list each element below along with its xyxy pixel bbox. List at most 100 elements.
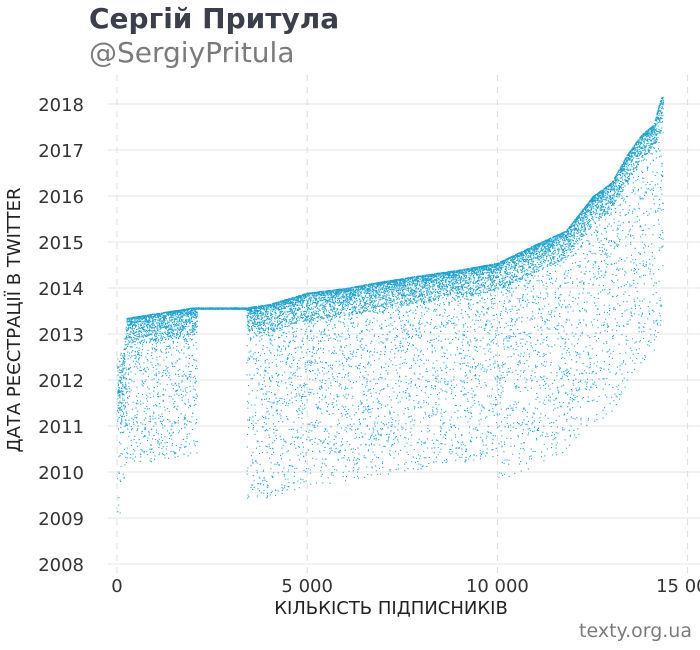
data-point: [147, 326, 149, 328]
data-point: [284, 371, 286, 373]
data-point: [308, 316, 310, 318]
data-point: [255, 310, 257, 312]
data-point: [294, 375, 296, 377]
data-point: [147, 386, 149, 388]
data-point: [282, 421, 284, 423]
data-point: [136, 334, 138, 336]
data-point: [327, 290, 329, 292]
data-point: [275, 397, 277, 399]
data-point: [190, 332, 192, 334]
data-point: [196, 348, 198, 350]
data-point: [123, 356, 125, 358]
data-point: [307, 302, 309, 304]
data-point: [304, 391, 306, 393]
data-point: [287, 303, 289, 305]
data-point: [281, 321, 283, 323]
data-point: [326, 293, 328, 295]
data-point: [285, 319, 287, 321]
data-point: [333, 308, 335, 310]
data-point: [189, 323, 191, 325]
data-point: [308, 468, 310, 470]
data-point: [190, 371, 192, 373]
data-point: [191, 355, 193, 357]
data-point: [327, 315, 329, 317]
data-point: [310, 483, 312, 485]
data-point: [132, 339, 134, 341]
data-point: [177, 311, 179, 313]
data-point: [151, 314, 153, 316]
data-point: [178, 375, 180, 377]
data-point: [292, 359, 294, 361]
data-point: [194, 325, 196, 327]
data-point: [274, 304, 276, 306]
data-point: [285, 441, 287, 443]
data-point: [274, 310, 276, 312]
data-point: [293, 315, 295, 317]
data-point: [304, 404, 306, 406]
data-point: [284, 318, 286, 320]
data-point: [154, 422, 156, 424]
data-point: [143, 369, 145, 371]
data-point: [192, 325, 194, 327]
data-point: [324, 458, 326, 460]
data-point: [326, 325, 328, 327]
data-point: [184, 418, 186, 420]
data-point: [173, 407, 175, 409]
data-point: [251, 327, 253, 329]
data-point: [310, 360, 312, 362]
data-point: [249, 374, 251, 376]
data-point: [195, 441, 197, 443]
data-point: [138, 347, 140, 349]
data-point: [248, 358, 250, 360]
data-point: [247, 359, 249, 361]
data-point: [193, 311, 195, 313]
data-point: [324, 294, 326, 296]
data-point: [336, 309, 338, 311]
data-point: [188, 320, 190, 322]
data-point: [271, 402, 273, 404]
data-point: [143, 330, 145, 332]
data-point: [299, 315, 301, 317]
data-point: [187, 313, 189, 315]
data-point: [297, 308, 299, 310]
data-point: [180, 312, 182, 314]
data-point: [267, 485, 269, 487]
data-point: [168, 339, 170, 341]
data-point: [145, 341, 147, 343]
data-point: [268, 318, 270, 320]
data-point: [189, 321, 191, 323]
data-point: [183, 327, 185, 329]
data-point: [128, 325, 130, 327]
data-point: [262, 308, 264, 310]
data-point: [183, 352, 185, 354]
data-point: [123, 416, 125, 418]
data-point: [257, 314, 259, 316]
data-point: [324, 367, 326, 369]
data-point: [313, 311, 315, 313]
data-point: [276, 317, 278, 319]
data-point: [304, 363, 306, 365]
data-point: [182, 310, 184, 312]
data-point: [285, 382, 287, 384]
data-point: [269, 319, 271, 321]
data-point: [187, 312, 189, 314]
data-point: [129, 364, 131, 366]
data-point: [294, 321, 296, 323]
data-point: [152, 319, 154, 321]
data-point: [129, 457, 131, 459]
data-point: [259, 328, 261, 330]
data-point: [128, 367, 130, 369]
data-point: [311, 351, 313, 353]
data-point: [139, 460, 141, 462]
data-point: [263, 324, 265, 326]
data-point: [147, 349, 149, 351]
data-point: [250, 314, 252, 316]
data-point: [143, 382, 145, 384]
data-point: [294, 302, 296, 304]
data-point: [313, 294, 315, 296]
data-point: [250, 455, 252, 457]
data-point: [127, 390, 129, 392]
data-point: [191, 429, 193, 431]
data-point: [275, 308, 277, 310]
data-point: [282, 402, 284, 404]
